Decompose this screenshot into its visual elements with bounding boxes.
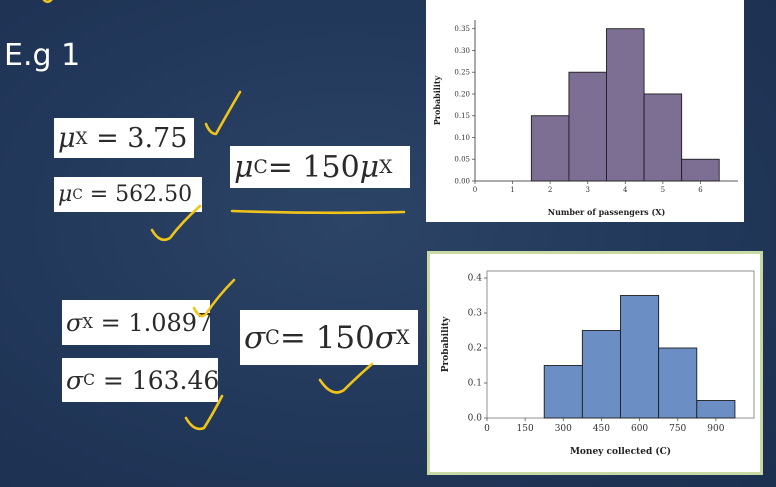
- mean-x-symbol: μ: [58, 122, 76, 154]
- passengers-ytick-label-5: 0.25: [454, 69, 470, 77]
- sd-relation-symbol: σ: [244, 319, 266, 356]
- money-xtick-label-4: 600: [631, 424, 648, 434]
- money-xtick-label-1: 150: [517, 424, 534, 434]
- passengers-histogram-panel: 0.00 0.05 0.10 0.15 0.20 0.25 0.30 0.35 0 1 2 3 4 5 6 N…: [426, 0, 744, 222]
- checkmark-mean-x: [204, 90, 242, 136]
- passengers-ytick-label-7: 0.35: [454, 25, 470, 33]
- money-bar-2: [581, 330, 621, 419]
- passengers-xtick-label-5: 5: [661, 186, 665, 194]
- mean-relation-factor: = 150: [267, 149, 360, 185]
- checkmark-top: [42, 0, 53, 4]
- mean-x-subscript: X: [75, 128, 88, 148]
- passengers-y-axis-label: Probability: [432, 75, 442, 125]
- money-bar-4: [658, 347, 698, 419]
- mean-c-symbol: μ: [58, 182, 73, 207]
- money-xtick-label-6: 900: [707, 424, 724, 434]
- passengers-bar-2: [568, 71, 607, 182]
- passengers-ytick-label-2: 0.10: [454, 134, 470, 142]
- money-bar-1: [543, 365, 583, 419]
- money-xtick-label-2: 300: [555, 424, 572, 434]
- mean-x-value: = 3.75: [96, 122, 188, 154]
- mean-relation-symbol: μ: [234, 149, 254, 185]
- passengers-xtick-label-6: 6: [698, 186, 703, 194]
- sd-relation-subscript-x: X: [396, 326, 410, 349]
- mean-relation-subscript: C: [253, 156, 268, 178]
- passengers-bar-4: [643, 93, 683, 182]
- passengers-ytick-label-3: 0.15: [454, 112, 470, 120]
- underline-mean-relation: [230, 209, 406, 215]
- passengers-ytick-label-6: 0.30: [454, 47, 470, 55]
- money-bar-3: [620, 295, 660, 419]
- sd-c-symbol: σ: [66, 365, 84, 395]
- money-histogram: 0.0 0.1 0.2 0.3 0.4 0 150 300 450 600 750 900 Money …: [441, 270, 755, 457]
- money-bar-5: [696, 400, 736, 419]
- passengers-xtick-label-3: 3: [585, 186, 589, 194]
- passengers-histogram: 0.00 0.05 0.10 0.15 0.20 0.25 0.30 0.35 0 1 2 3 4 5 6 N…: [432, 20, 738, 217]
- sd-x-subscript: X: [82, 313, 93, 332]
- sd-c-value: = 163.46: [102, 365, 220, 395]
- mean-c-value: = 562.50: [89, 182, 193, 207]
- passengers-ytick-label-0: 0.00: [454, 178, 470, 186]
- money-xtick-label-5: 750: [669, 424, 686, 434]
- passengers-ytick-label-4: 0.20: [454, 90, 470, 98]
- passengers-xtick-label-1: 1: [510, 186, 514, 194]
- sd-x-symbol: σ: [66, 308, 83, 337]
- passengers-bar-1: [530, 115, 570, 182]
- passengers-xtick-label-2: 2: [548, 186, 552, 194]
- passengers-bar-5: [681, 158, 720, 182]
- money-histogram-panel: 0.0 0.1 0.2 0.3 0.4 0 150 300 450 600 750 900 Money …: [427, 251, 763, 475]
- passengers-xtick-label-4: 4: [623, 186, 628, 194]
- sd-x-value: = 1.0897: [100, 308, 213, 337]
- money-ytick-label-4: 0.4: [468, 274, 483, 284]
- slide-title: E.g 1: [4, 38, 81, 73]
- sd-c-subscript: C: [83, 371, 95, 389]
- sd-relation-subscript: C: [265, 326, 280, 349]
- money-y-axis-label: Probability: [441, 316, 451, 372]
- mean-c-subscript: C: [72, 186, 83, 203]
- checkmark-sd-relation: [318, 362, 374, 394]
- passengers-ytick-label-1: 0.05: [454, 156, 470, 164]
- money-ytick-label-3: 0.3: [468, 309, 483, 319]
- sd-relation-symbol-x: σ: [374, 319, 397, 356]
- money-ytick-label-0: 0.0: [468, 414, 483, 424]
- money-xtick-label-0: 0: [484, 424, 490, 434]
- mean-relation-subscript-x: X: [379, 156, 393, 178]
- passengers-xtick-label-0: 0: [473, 186, 477, 194]
- money-ytick-label-2: 0.2: [468, 344, 482, 354]
- money-xtick-label-3: 450: [593, 424, 610, 434]
- passengers-x-axis-label: Number of passengers (X): [548, 207, 666, 217]
- passengers-bar-3: [606, 28, 645, 182]
- sd-relation-factor: = 150: [279, 319, 375, 356]
- money-ytick-label-1: 0.1: [468, 379, 482, 389]
- mean-relation-symbol-x: μ: [359, 149, 380, 185]
- money-x-axis-label: Money collected (C): [570, 446, 671, 457]
